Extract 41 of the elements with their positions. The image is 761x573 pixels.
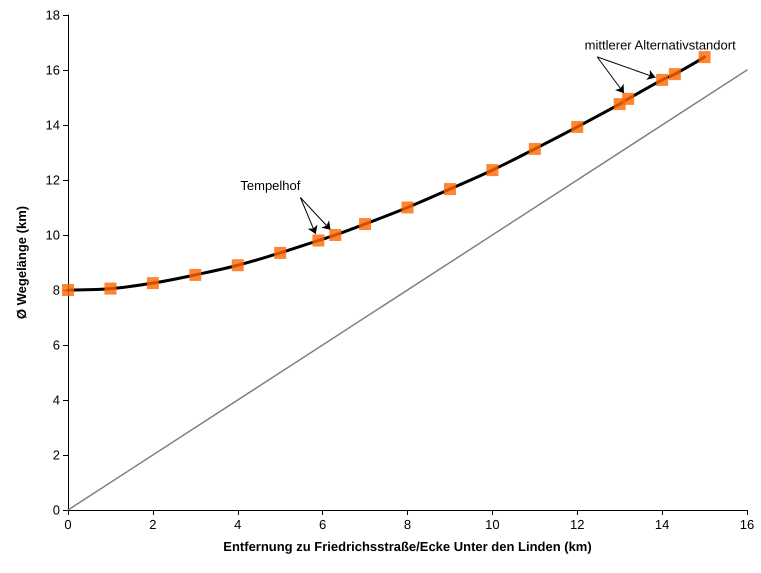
point xyxy=(274,246,286,259)
point xyxy=(189,268,202,281)
x-tick-label: 0 xyxy=(64,517,72,532)
point xyxy=(571,120,584,133)
x-tick-label: 2 xyxy=(149,517,156,532)
y-tick-label: 2 xyxy=(52,448,60,462)
annotation: mittlerer Alternativstandort xyxy=(584,37,736,52)
point xyxy=(329,229,342,241)
y-tick-label: 16 xyxy=(46,62,60,78)
x-axis-title: Entfernung zu Friedrichsstraße/Ecke Unter den Linden (km) xyxy=(223,539,592,554)
point xyxy=(402,202,414,214)
annotation: Tempelhof xyxy=(240,178,301,193)
y-tick-label: 6 xyxy=(52,338,60,352)
point xyxy=(62,284,74,296)
x-tick-label: 4 xyxy=(234,517,242,532)
y-tick-label: 18 xyxy=(46,8,60,22)
point xyxy=(528,142,541,155)
x-tick-label: 10 xyxy=(485,517,500,532)
point xyxy=(444,183,456,196)
y-tick-label: 0 xyxy=(52,502,60,518)
y-tick-label: 12 xyxy=(46,172,60,188)
point xyxy=(104,282,116,295)
x-tick-label: 14 xyxy=(654,517,670,532)
x-tick-label: 16 xyxy=(740,517,754,532)
point xyxy=(359,218,372,230)
point xyxy=(232,259,244,272)
point xyxy=(146,277,159,290)
x-tick-label: 12 xyxy=(570,517,584,532)
y-tick-label: 8 xyxy=(52,282,60,298)
y-tick-label: 4 xyxy=(52,392,60,408)
point xyxy=(622,92,634,105)
x-tick-label: 8 xyxy=(404,517,412,532)
point xyxy=(312,234,324,246)
y-tick-label: 14 xyxy=(46,118,60,132)
point xyxy=(698,51,711,64)
point xyxy=(486,164,498,176)
point xyxy=(656,74,668,86)
y-tick-label: 10 xyxy=(46,228,60,242)
x-tick-label: 6 xyxy=(319,517,326,532)
point xyxy=(668,68,681,80)
y-axis-title: Ø Wegelänge (km) xyxy=(14,206,29,320)
